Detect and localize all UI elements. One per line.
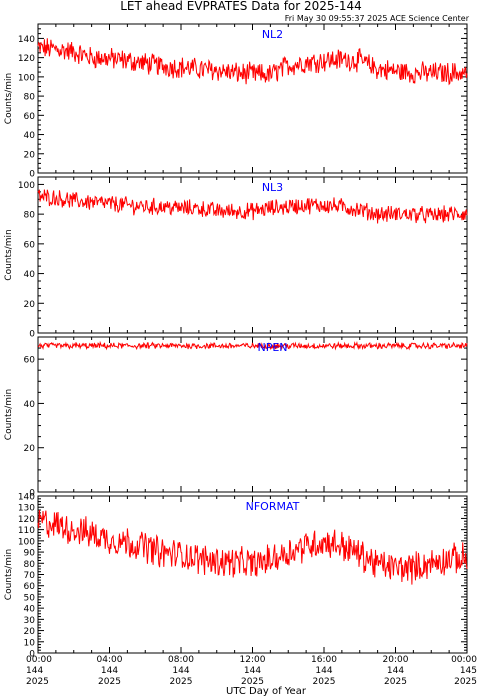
x-tick-label: 2025	[241, 677, 264, 687]
y-tick-label: 0	[29, 650, 35, 660]
y-tick-label: 50	[24, 593, 36, 603]
x-axis-labels: 00:00144202504:00144202508:00144202512:0…	[26, 655, 477, 687]
x-tick-label: 144	[26, 666, 43, 676]
y-tick-label: 20	[24, 150, 36, 160]
x-tick-label: 145	[460, 666, 477, 676]
series-line-nformat	[37, 509, 468, 585]
x-tick-label: 144	[244, 666, 261, 676]
y-tick-label: 40	[24, 605, 36, 615]
y-tick-label: 0	[29, 489, 35, 499]
y-tick-label: 10	[24, 638, 36, 648]
y-axis-title: Counts/min	[4, 229, 14, 280]
x-tick-label: 2025	[98, 677, 121, 687]
y-tick-label: 100	[18, 73, 35, 83]
y-tick-label: 60	[24, 240, 36, 250]
y-tick-label: 40	[24, 400, 36, 410]
x-tick-label: 144	[172, 666, 189, 676]
panel-label: NL3	[262, 181, 283, 194]
y-tick-label: 60	[24, 356, 36, 366]
y-tick-label: 90	[24, 549, 36, 559]
chart-title: LET ahead EVPRATES Data for 2025-144	[120, 0, 362, 13]
y-tick-label: 120	[18, 515, 35, 525]
x-tick-label: 00:00	[451, 655, 477, 665]
x-tick-label: 08:00	[168, 655, 194, 665]
x-tick-label: 20:00	[383, 655, 409, 665]
y-tick-label: 130	[18, 504, 35, 514]
panel-npen: 0 20 40 60 Counts/min NPEN	[4, 336, 468, 499]
y-tick-label: 70	[24, 571, 36, 581]
y-tick-label: 60	[24, 582, 36, 592]
series-line-nl2	[37, 38, 468, 86]
y-axis-title: Counts/min	[4, 73, 14, 124]
x-tick-label: 2025	[454, 677, 477, 687]
x-tick-label: 144	[387, 666, 404, 676]
panel-label: NFORMAT	[246, 500, 300, 513]
x-tick-label: 144	[101, 666, 118, 676]
y-tick-label: 140	[18, 493, 35, 503]
x-axis-title: UTC Day of Year	[226, 686, 307, 697]
y-tick-label: 20	[24, 444, 36, 454]
y-tick-label: 20	[24, 300, 36, 310]
panels-group: 020406080100120140Counts/minNL2020406080…	[4, 23, 468, 660]
y-tick-label: 100	[18, 537, 35, 547]
series-line-npen	[37, 340, 468, 351]
series-line-nl3	[37, 189, 468, 224]
panel-nl3: 0 20 40 60 80 100 Counts/min NL3	[4, 176, 468, 340]
y-tick-label: 40	[24, 131, 36, 141]
y-tick-label: 80	[24, 211, 36, 221]
x-tick-label: 04:00	[97, 655, 123, 665]
panel-nl2: 0 20 40 60 80 100 120 140 Counts/min NL2	[4, 23, 468, 180]
y-tick-label: 60	[24, 112, 36, 122]
y-tick-label: 140	[18, 35, 35, 45]
x-tick-label: 12:00	[240, 655, 266, 665]
y-tick-label: 30	[24, 616, 36, 626]
panel-frame	[37, 23, 468, 174]
x-tick-label: 00:00	[26, 655, 52, 665]
panel-label: NPEN	[257, 341, 287, 354]
y-tick-label: 40	[24, 270, 36, 280]
y-tick-label: 110	[18, 526, 35, 536]
x-tick-label: 2025	[170, 677, 193, 687]
y-axis-title: Counts/min	[4, 389, 14, 440]
x-tick-label: 2025	[384, 677, 407, 687]
y-tick-label: 80	[24, 93, 36, 103]
x-tick-label: 2025	[26, 677, 49, 687]
y-axis-title: Counts/min	[4, 549, 14, 600]
panel-label: NL2	[262, 28, 283, 41]
x-tick-label: 16:00	[311, 655, 337, 665]
y-tick-label: 120	[18, 54, 35, 64]
timestamp-label: Fri May 30 09:55:37 2025 ACE Science Cen…	[285, 14, 470, 23]
y-tick-label: 0	[29, 330, 35, 340]
y-tick-label: 100	[18, 181, 35, 191]
y-tick-label: 80	[24, 560, 36, 570]
y-tick-label: 20	[24, 627, 36, 637]
x-tick-label: 144	[315, 666, 332, 676]
panel-frame	[37, 336, 468, 493]
x-tick-label: 2025	[313, 677, 336, 687]
y-tick-label: 0	[29, 170, 35, 180]
